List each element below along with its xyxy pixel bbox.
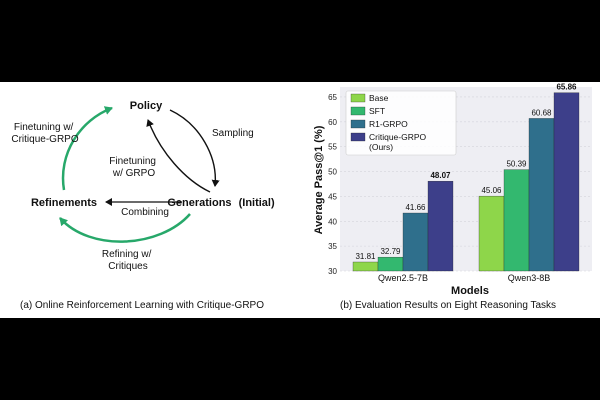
finetune-grpo-arrow (146, 119, 211, 193)
y-tick-label: 45 (328, 192, 337, 201)
edge-label-sampling: Sampling (212, 128, 254, 139)
bar-value-label: 48.07 (430, 171, 451, 180)
edge-label-finetune-grpo-2: w/ GRPO (112, 168, 155, 179)
edge-label-finetune-grpo: Finetuning w/ GRPO (109, 156, 158, 179)
legend-swatch (350, 132, 366, 142)
bar-value-label: 60.68 (531, 108, 552, 117)
edge-label-finetune-critique: Finetuning w/ Critique-GRPO (11, 122, 78, 145)
edge-label-finetune-critique-2: Critique-GRPO (11, 134, 78, 145)
y-tick-label: 35 (328, 242, 337, 251)
bar (352, 261, 379, 272)
x-tick-label: Qwen2.5-7B (378, 273, 428, 283)
edge-label-refining-1: Refining w/ (102, 249, 152, 260)
node-generations: Generations (Initial) (167, 197, 275, 209)
legend: Base SFT R1-GRPO Critique-GRPO(Ours) (345, 90, 457, 156)
pass-at-1-bar-chart: 30 35 40 45 50 55 60 65 31.81 32.79 41.66 48.07 45.… (313, 83, 592, 297)
bar-value-label: 65.86 (556, 83, 577, 92)
y-tick-label: 60 (328, 118, 337, 127)
y-tick-label: 50 (328, 168, 337, 177)
bar-value-label: 50.39 (506, 160, 527, 169)
legend-label: Base (369, 93, 389, 103)
edge-label-combining: Combining (121, 207, 169, 218)
legend-swatch (350, 119, 366, 129)
caption-a: (a) Online Reinforcement Learning with C… (20, 300, 264, 311)
edge-label-refining: Refining w/ Critiques (102, 249, 154, 272)
refining-arrow (59, 213, 191, 243)
y-tick-label: 40 (328, 217, 337, 226)
bar-value-label: 41.66 (405, 203, 426, 212)
legend-swatch (350, 93, 366, 103)
x-tick-labels: Qwen2.5-7B Qwen3-8B (378, 273, 550, 283)
edge-label-finetune-grpo-1: Finetuning (109, 156, 156, 167)
finetune-critique-arrow (61, 106, 113, 191)
legend-swatch (350, 106, 366, 116)
bar (377, 256, 404, 272)
bar (478, 195, 505, 272)
bar-value-label: 45.06 (481, 186, 502, 195)
sampling-arrow (169, 109, 220, 187)
legend-box (345, 90, 457, 156)
caption-b: (b) Evaluation Results on Eight Reasonin… (340, 300, 557, 311)
x-axis-title: Models (451, 285, 489, 297)
bar (553, 92, 580, 272)
bar (427, 180, 454, 272)
y-axis-title: Average Pass@1 (%) (313, 125, 325, 234)
y-tick-labels: 30 35 40 45 50 55 60 65 (328, 93, 337, 276)
edge-label-finetune-critique-1: Finetuning w/ (14, 122, 74, 133)
node-generations-label: Generations (167, 197, 231, 209)
node-refinements: Refinements (31, 197, 97, 209)
bar-value-label: 31.81 (355, 252, 376, 261)
bar (528, 118, 555, 272)
x-tick-label: Qwen3-8B (508, 273, 551, 283)
bar (402, 212, 429, 272)
legend-label: Critique-GRPO (369, 132, 427, 142)
legend-label: R1-GRPO (369, 119, 408, 129)
bar (503, 169, 530, 272)
y-tick-label: 30 (328, 267, 337, 276)
y-tick-label: 55 (328, 143, 337, 152)
rl-cycle-diagram: Policy Generations (Initial) Refinements… (11, 100, 275, 272)
bars (352, 92, 580, 272)
legend-label-cont: (Ours) (369, 142, 393, 152)
y-tick-label: 65 (328, 93, 337, 102)
node-policy: Policy (130, 100, 163, 112)
figure-panel: Policy Generations (Initial) Refinements… (0, 82, 600, 318)
edge-label-refining-2: Critiques (108, 261, 147, 272)
bar-value-label: 32.79 (380, 247, 401, 256)
bar-value-labels: 31.81 32.79 41.66 48.07 45.06 50.39 60.68 65.86 (355, 83, 577, 261)
node-generations-initial: (Initial) (239, 197, 275, 209)
legend-label: SFT (369, 106, 385, 116)
